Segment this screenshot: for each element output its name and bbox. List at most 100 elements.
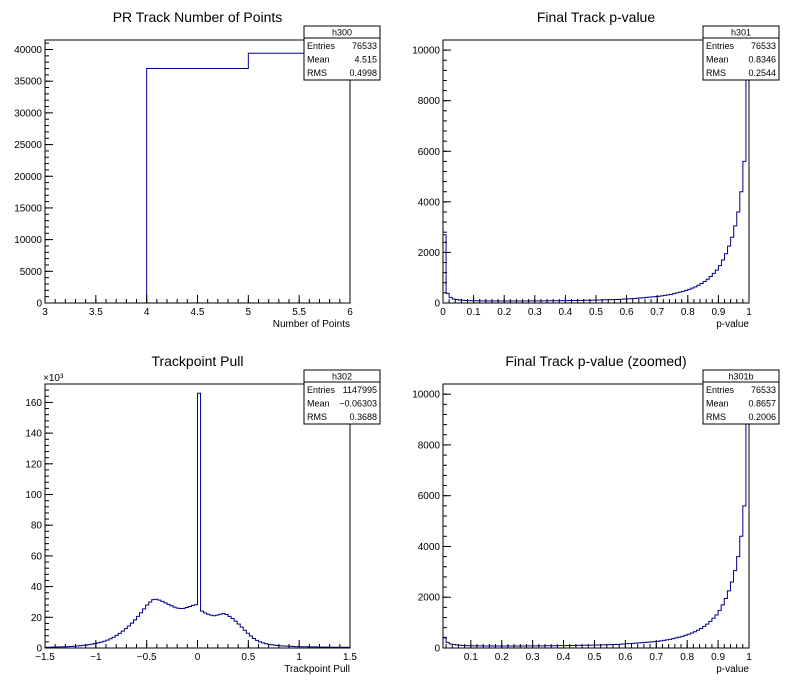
x-tick-label: 4.5 [191, 307, 205, 318]
y-tick-label: 40000 [14, 45, 42, 56]
y-tick-label: 4000 [418, 542, 441, 553]
stats-entries-value: 76533 [352, 41, 377, 51]
y-tick-label: 10000 [412, 46, 440, 57]
x-axis-label: Trackpoint Pull [284, 664, 350, 675]
x-tick-label: −0.5 [137, 652, 157, 663]
x-tick-label: 0.9 [711, 652, 725, 663]
histogram-pad: Trackpoint Pull −1.5 −1 −0.5 0 0.5 1 1.5 0 20 40 60… [25, 353, 381, 675]
y-tick-label: 0 [434, 644, 440, 655]
stats-box: h302 Entries 1147995 Mean −0.06303 RMS 0.3688 [303, 369, 381, 425]
histogram-series [45, 392, 350, 648]
x-tick-label: 0.6 [618, 652, 632, 663]
stats-name: h302 [332, 372, 352, 382]
y-tick-label: 35000 [14, 77, 42, 88]
x-tick-label: 3.5 [89, 307, 103, 318]
y-tick-label: 2000 [418, 248, 441, 259]
x-tick-label: 1 [746, 652, 752, 663]
stats-rms-value: 0.2006 [748, 412, 776, 422]
stats-entries-value: 76533 [751, 41, 776, 51]
x-tick-label: 0.7 [650, 307, 664, 318]
y-tick-label: 140 [25, 429, 42, 440]
y-axis-multiplier: ×10³ [43, 373, 64, 384]
stats-box-frame [303, 25, 381, 81]
x-tick-label: 0.4 [557, 652, 571, 663]
x-tick-label: 5 [246, 307, 252, 318]
x-tick-label: 0 [440, 307, 446, 318]
stats-entries-label: Entries [307, 385, 336, 395]
stats-box: h300 Entries 76533 Mean 4.515 RMS 0.4998 [303, 25, 381, 81]
y-tick-label: 8000 [418, 440, 441, 451]
x-tick-label: 0.4 [558, 307, 572, 318]
histogram-series [443, 77, 749, 302]
stats-entries-value: 1147995 [343, 385, 377, 395]
y-tick-label: 8000 [418, 96, 441, 107]
y-tick-label: 25000 [14, 140, 42, 151]
stats-mean-value: 4.515 [354, 55, 377, 65]
stats-rms-value: 0.2544 [748, 68, 776, 78]
histogram-pad: Final Track p-value 0 0.1 0.2 0.3 0.4 0.5 0.6 0.… [412, 9, 780, 330]
stats-mean-label: Mean [706, 55, 729, 65]
stats-rms-label: RMS [706, 68, 726, 78]
x-tick-label: 1 [296, 652, 302, 663]
histogram-pad: Final Track p-value (zoomed) 0.1 0.2 0.3 0.4… [412, 353, 780, 675]
x-tick-label: 0 [195, 652, 201, 663]
stats-entries-label: Entries [706, 385, 735, 395]
stats-name: h301 [731, 28, 751, 38]
stats-mean-label: Mean [706, 399, 729, 409]
x-tick-label: 5.5 [292, 307, 306, 318]
x-axis-label: p-value [716, 319, 749, 330]
x-axis-label: Number of Points [273, 319, 350, 330]
x-tick-label: 6 [347, 307, 353, 318]
stats-rms-label: RMS [307, 68, 327, 78]
x-tick-label: −1 [90, 652, 102, 663]
y-tick-label: 0 [36, 644, 42, 655]
y-tick-label: 120 [25, 459, 42, 470]
x-tick-label: 0.6 [620, 307, 634, 318]
y-tick-label: 60 [31, 551, 43, 562]
chart-title: Trackpoint Pull [151, 353, 243, 369]
stats-mean-value: 0.8346 [748, 55, 776, 65]
y-tick-label: 10000 [412, 390, 440, 401]
y-tick-label: 6000 [418, 491, 441, 502]
x-tick-label: 1 [746, 307, 752, 318]
chart-title: Final Track p-value (zoomed) [505, 353, 686, 369]
stats-box: h301 Entries 76533 Mean 0.8346 RMS 0.2544 [702, 25, 780, 81]
histogram-series [443, 421, 749, 647]
y-tick-label: 20000 [14, 172, 42, 183]
y-tick-label: 0 [434, 299, 440, 310]
x-tick-label: 0.5 [241, 652, 255, 663]
y-tick-label: 40 [31, 582, 43, 593]
x-tick-label: 0.2 [497, 307, 511, 318]
y-tick-label: 4000 [418, 197, 441, 208]
x-tick-label: 0.1 [467, 307, 481, 318]
x-tick-label: 4 [144, 307, 150, 318]
histogram-series [146, 52, 351, 303]
stats-box: h301b Entries 76533 Mean 0.8657 RMS 0.2006 [702, 369, 780, 425]
stats-rms-value: 0.3688 [349, 412, 377, 422]
x-tick-label: 0.8 [680, 652, 694, 663]
stats-name: h301b [728, 372, 753, 382]
x-tick-label: 0.5 [589, 307, 603, 318]
stats-entries-label: Entries [307, 41, 336, 51]
x-axis-label: p-value [716, 664, 749, 675]
x-tick-label: 0.8 [681, 307, 695, 318]
x-tick-label: 3 [42, 307, 48, 318]
y-tick-label: 80 [31, 521, 43, 532]
y-tick-label: 6000 [418, 147, 441, 158]
stats-rms-label: RMS [706, 412, 726, 422]
y-tick-label: 2000 [418, 593, 441, 604]
stats-rms-label: RMS [307, 412, 327, 422]
y-tick-label: 0 [36, 299, 42, 310]
y-tick-label: 5000 [20, 267, 43, 278]
stats-box-frame [702, 25, 780, 81]
chart-title: PR Track Number of Points [113, 9, 283, 25]
stats-mean-label: Mean [307, 399, 330, 409]
x-tick-label: 0.3 [526, 652, 540, 663]
stats-rms-value: 0.4998 [349, 68, 377, 78]
chart-title: Final Track p-value [537, 9, 655, 25]
stats-box-frame [702, 369, 780, 425]
histogram-pad: PR Track Number of Points 3 3.5 4 4.5 5 5.5 6 0 5… [14, 9, 381, 330]
stats-mean-value: 0.8657 [748, 399, 776, 409]
